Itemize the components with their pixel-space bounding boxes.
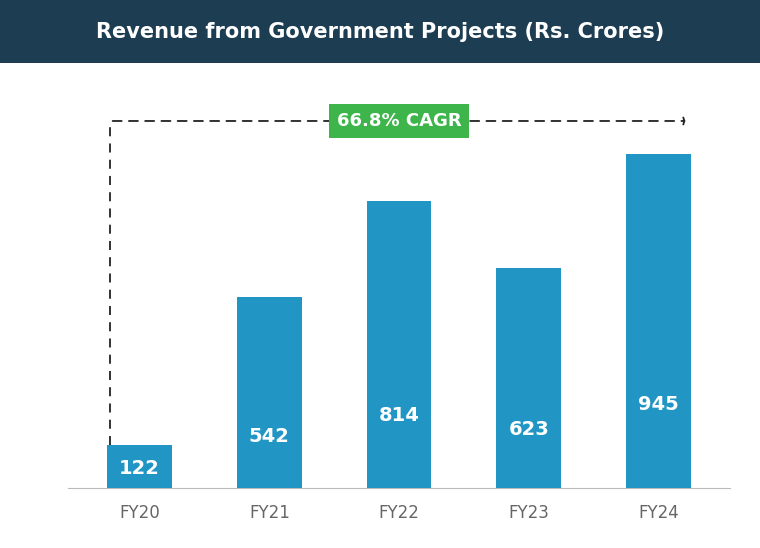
Bar <box>496 268 561 488</box>
Text: 945: 945 <box>638 396 679 414</box>
Bar <box>107 444 172 488</box>
Bar <box>237 296 302 488</box>
Text: 66.8% CAGR: 66.8% CAGR <box>337 112 461 130</box>
Text: 542: 542 <box>249 427 290 446</box>
Text: Revenue from Government Projects (Rs. Crores): Revenue from Government Projects (Rs. Cr… <box>96 21 664 42</box>
Text: 623: 623 <box>508 420 549 439</box>
Bar <box>626 155 691 488</box>
Bar <box>366 201 432 488</box>
Text: 814: 814 <box>378 406 420 425</box>
Text: 122: 122 <box>119 459 160 478</box>
